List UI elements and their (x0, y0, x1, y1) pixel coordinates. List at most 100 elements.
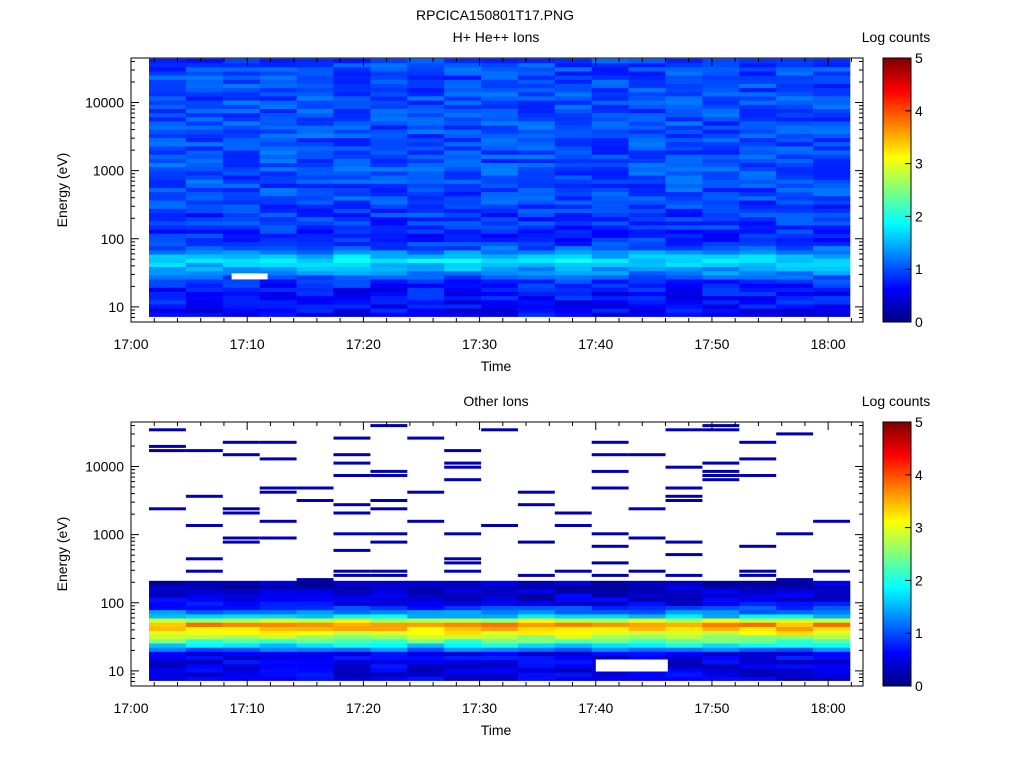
heatmap-cell (407, 270, 445, 276)
heatmap-cell (776, 112, 814, 118)
heatmap-cell (185, 108, 224, 114)
colorbar-swatch (883, 620, 911, 624)
heatmap-cell (591, 104, 629, 109)
heatmap-cell (444, 183, 482, 188)
heatmap-cell (702, 104, 740, 109)
heatmap-cell (185, 659, 224, 665)
heatmap-cell (776, 659, 814, 665)
heatmap-cell (370, 618, 408, 623)
heatmap-cell (628, 229, 666, 234)
heatmap-cell (259, 62, 297, 68)
heatmap-cell (665, 158, 703, 163)
colorbar-swatch (883, 472, 911, 476)
heatmap-cell (813, 216, 851, 222)
heatmap-cell (702, 200, 740, 205)
heatmap-cell (739, 474, 777, 477)
heatmap-cell (407, 112, 445, 118)
heatmap-cell (222, 150, 260, 155)
colorbar-swatch (883, 145, 911, 149)
heatmap-cell (259, 204, 297, 209)
heatmap-cell (185, 605, 224, 611)
heatmap-cell (370, 634, 408, 640)
heatmap-cell (628, 191, 666, 197)
heatmap-cell (333, 216, 371, 222)
heatmap-cell (628, 569, 666, 573)
heatmap-cell (149, 664, 187, 669)
heatmap-cell (813, 250, 851, 255)
heatmap-cell (333, 96, 371, 101)
heatmap-cell (407, 287, 445, 292)
colorbar-swatch (883, 519, 911, 523)
heatmap-cell (149, 676, 187, 681)
heatmap-cell (665, 597, 703, 602)
colorbar-swatch (883, 464, 911, 468)
heatmap-cell (407, 601, 445, 607)
heatmap-cell (259, 146, 297, 151)
heatmap-cell (481, 597, 519, 602)
heatmap-cell (296, 589, 334, 594)
heatmap-cell (149, 507, 186, 511)
heatmap-cell (481, 233, 519, 238)
colorbar-swatch (883, 569, 911, 573)
colorbar-swatch (883, 266, 911, 270)
heatmap-cell (259, 67, 297, 72)
heatmap-cell (517, 664, 556, 669)
colorbar-swatch (883, 68, 911, 72)
heatmap-cell (591, 133, 629, 139)
heatmap-cell (739, 440, 777, 444)
heatmap-cell (333, 229, 371, 234)
x-tick-label: 17:30 (462, 336, 497, 352)
heatmap-cell (813, 291, 851, 297)
heatmap-cell (149, 304, 187, 309)
heatmap-cell (665, 104, 703, 109)
heatmap-cell (481, 100, 519, 105)
heatmap-cell (665, 79, 703, 84)
heatmap-cell (813, 270, 851, 276)
heatmap-cell (739, 655, 777, 661)
heatmap-cell (702, 100, 740, 105)
heatmap-cell (481, 312, 519, 317)
heatmap-cell (259, 58, 297, 64)
colorbar-swatch (883, 480, 911, 484)
heatmap-cell (591, 651, 629, 656)
heatmap-cell (628, 220, 666, 226)
heatmap-cell (185, 158, 224, 163)
colorbar-tick-label: 1 (915, 625, 923, 641)
heatmap-cell (776, 626, 814, 631)
heatmap-cell (296, 593, 334, 598)
heatmap-cell (481, 71, 519, 76)
heatmap-cell (333, 300, 371, 305)
heatmap-cell (702, 196, 740, 201)
heatmap-cell (813, 589, 851, 594)
heatmap-cell (591, 196, 629, 201)
heatmap-cell (665, 465, 703, 469)
heatmap-cell (259, 158, 297, 163)
heatmap-cell (776, 158, 814, 163)
heatmap-cell (665, 540, 703, 544)
heatmap-cell (370, 150, 408, 155)
heatmap-cell (813, 158, 851, 163)
heatmap-cell (185, 676, 224, 681)
colorbar-swatch (883, 142, 911, 146)
heatmap-cell (702, 166, 740, 172)
heatmap-cell (259, 258, 297, 263)
heatmap-cell (665, 116, 703, 122)
heatmap-cell (333, 659, 371, 665)
heatmap-cell (259, 609, 297, 615)
heatmap-cell (149, 584, 187, 590)
x-tick-label: 17:20 (346, 700, 381, 716)
heatmap-cell (370, 668, 408, 673)
heatmap-cell (591, 79, 629, 84)
heatmap-cell (333, 614, 371, 619)
heatmap-cell (481, 175, 519, 180)
heatmap-cell (776, 266, 814, 272)
heatmap-cell (407, 618, 445, 623)
heatmap-cell (222, 270, 260, 276)
heatmap-cell (591, 245, 629, 251)
heatmap-cell (370, 71, 408, 76)
heatmap-cell (370, 200, 408, 205)
heatmap-cell (296, 91, 334, 97)
heatmap-cell (554, 179, 592, 184)
heatmap-cell (813, 614, 851, 619)
